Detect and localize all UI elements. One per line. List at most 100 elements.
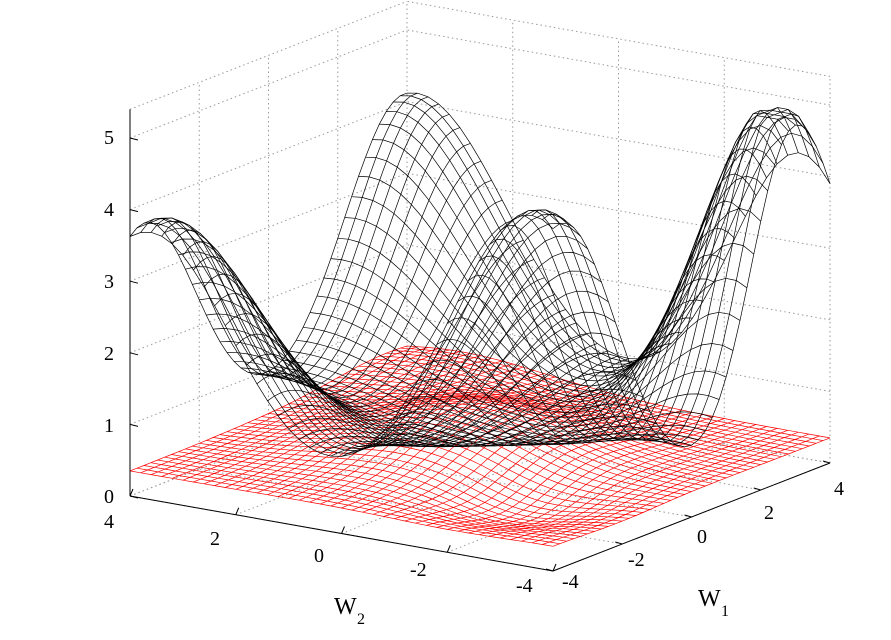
red-mesh-line [316, 388, 741, 473]
black-mesh-line [372, 112, 796, 377]
z-tick-label: 3 [104, 271, 114, 293]
black-mesh-line [282, 359, 706, 440]
wall-grid-line [406, 101, 831, 178]
w1-tick-mark [822, 460, 831, 464]
red-mesh-line [521, 431, 799, 542]
wall-grid-line [129, 172, 408, 282]
w2-tick-label: -4 [516, 575, 533, 597]
w2-tick-mark [552, 563, 557, 572]
w1-tick-label: 0 [697, 526, 707, 548]
red-mesh-line [129, 345, 408, 472]
axes-edges [129, 109, 831, 572]
z-tick-label: 1 [104, 415, 114, 437]
axes-grid [129, 0, 831, 572]
z-tick-mark [129, 495, 139, 499]
black-mesh-line [256, 259, 535, 417]
black-mesh-line [330, 350, 609, 457]
z-tick-mark [129, 137, 139, 141]
red-mesh-line [309, 386, 587, 503]
black-mesh-line [275, 366, 699, 442]
w1-tick-mark [545, 568, 554, 572]
black-mesh-line [379, 109, 803, 372]
black-mesh-line [203, 160, 482, 394]
z-tick-label: 0 [104, 486, 114, 508]
red-mesh-line [351, 369, 775, 460]
black-mesh-line [277, 294, 556, 427]
w1-tick-label: -4 [562, 571, 579, 593]
red-mesh-line [296, 398, 720, 481]
w1-tick-label: 4 [834, 478, 844, 500]
red-mesh-line [129, 470, 554, 547]
red-mesh-line [288, 379, 566, 499]
black-mesh-line [323, 277, 748, 413]
red-mesh-line [337, 377, 761, 465]
black-mesh-line [182, 127, 461, 386]
z-tick-label: 5 [104, 127, 114, 149]
black-mesh-line [309, 333, 587, 449]
black-mesh-line [288, 309, 566, 431]
black-mesh-line [129, 92, 408, 375]
svg-text:W: W [334, 594, 357, 620]
black-mesh-line [296, 339, 720, 432]
w2-tick-mark [341, 526, 345, 534]
red-mesh-line [323, 385, 747, 471]
z-tick-mark [129, 209, 139, 213]
w1-tick-mark [615, 541, 623, 545]
svg-text:2: 2 [357, 611, 365, 628]
red-mesh-line [140, 346, 418, 474]
w1-tick-label: 2 [764, 502, 774, 524]
black-mesh-line [267, 277, 545, 422]
floor-grid-line [199, 468, 623, 545]
z-tick-mark [129, 280, 139, 284]
red-mesh-line [320, 389, 598, 505]
black-mesh-line [289, 350, 713, 436]
svg-text:1: 1 [721, 603, 729, 620]
w2-tick-label: 2 [210, 528, 220, 550]
w2-tick-label: 4 [104, 511, 114, 533]
black-mesh-line [303, 326, 727, 428]
black-mesh-line [393, 101, 817, 365]
w2-tick-mark [129, 488, 134, 497]
black-mesh-line [337, 208, 762, 403]
black-mesh-line [320, 343, 598, 454]
svg-text:W: W [698, 586, 721, 612]
z-tick-mark [129, 423, 139, 427]
red-mesh-line [235, 363, 513, 490]
black-mesh-line [386, 107, 810, 368]
red-mesh-line [172, 349, 450, 479]
black-mesh-line [365, 115, 789, 382]
black-mesh-line [344, 175, 768, 397]
z-tick-label: 4 [104, 199, 114, 221]
red-mesh-line [150, 347, 429, 475]
black-mesh-line [330, 242, 755, 408]
floor-grid-line [235, 406, 513, 516]
black-surface-mesh [129, 92, 831, 457]
black-mesh-line [140, 92, 418, 376]
wall-grid-line [129, 0, 408, 110]
black-mesh-line [246, 239, 524, 413]
black-mesh-line [531, 108, 810, 443]
w1-tick-label: -2 [628, 549, 645, 571]
w2-tick-mark [235, 507, 240, 515]
wall-grid-line [129, 244, 408, 354]
black-mesh-line [309, 312, 734, 423]
black-mesh-line [235, 220, 513, 408]
w2-tick-mark [446, 545, 451, 553]
red-mesh-line [299, 383, 577, 501]
red-mesh-line [457, 420, 735, 532]
red-mesh-line [510, 429, 788, 540]
red-mesh-line [192, 445, 616, 525]
wall-grid-line [406, 172, 831, 249]
wall-grid-line [406, 29, 831, 106]
red-mesh-line [182, 351, 460, 481]
z-tick-label: 2 [104, 343, 114, 365]
red-mesh-line [330, 381, 754, 468]
red-mesh-line [400, 347, 824, 441]
wall-grid-line [129, 387, 408, 497]
w1-tick-mark [684, 514, 692, 518]
black-mesh-line [406, 92, 831, 360]
black-mesh-line [193, 143, 471, 390]
red-mesh-line [193, 353, 471, 483]
z-tick-mark [129, 352, 139, 356]
